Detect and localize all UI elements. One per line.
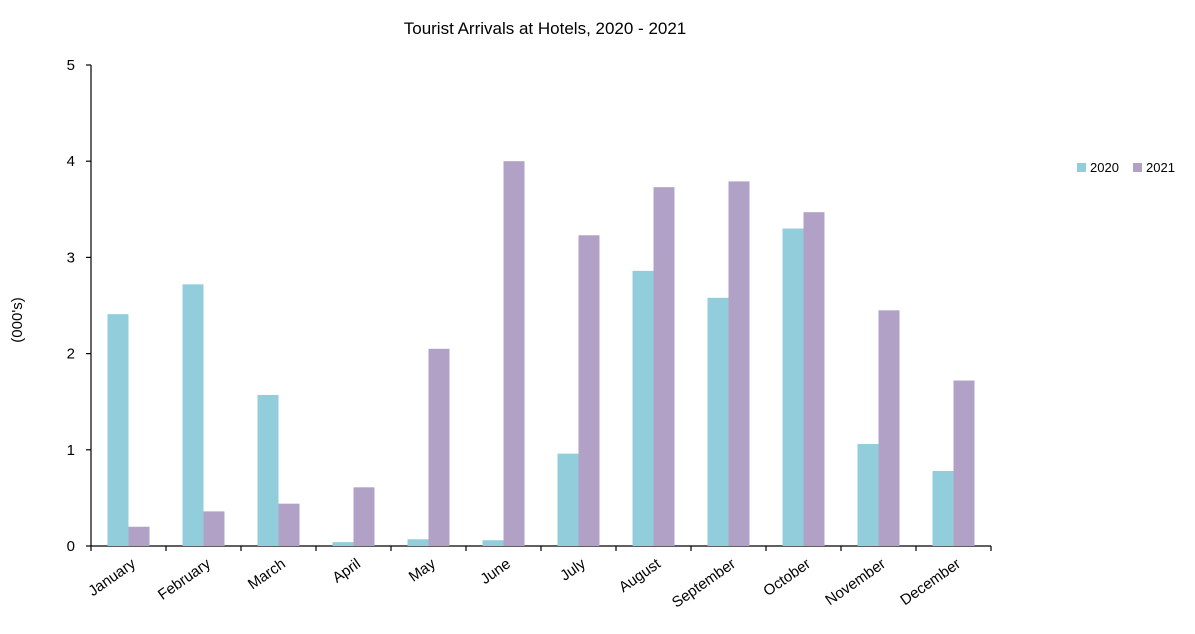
bar-2020-october (782, 228, 804, 547)
x-tick-label: December (897, 555, 963, 609)
bar-2021-june (503, 161, 525, 546)
bar-2020-january (107, 314, 129, 546)
y-axis-label: (000's) (9, 297, 26, 342)
x-tick-label: September (669, 555, 739, 611)
x-tick-label: March (245, 555, 289, 593)
bar-2021-march (278, 503, 300, 546)
y-tick-label: 0 (67, 538, 75, 555)
bar-2020-november (857, 444, 879, 546)
legend-swatch-2021 (1133, 163, 1142, 172)
bar-2020-may (407, 539, 429, 546)
y-tick-label: 2 (67, 346, 75, 363)
y-tick-label: 3 (67, 249, 75, 266)
y-tick-label: 4 (67, 153, 75, 170)
legend: 2020 2021 (1077, 160, 1175, 175)
legend-label-2020: 2020 (1090, 160, 1119, 175)
chart-title: Tourist Arrivals at Hotels, 2020 - 2021 (404, 19, 687, 38)
bar-2020-december (932, 470, 954, 546)
bar-2020-february (182, 284, 204, 546)
x-tick-label: January (85, 555, 139, 600)
bar-2020-march (257, 394, 279, 546)
bar-2021-september (728, 181, 750, 547)
bar-2021-august (653, 187, 675, 546)
bar-2021-november (878, 310, 900, 546)
bar-2020-august (632, 270, 654, 546)
y-tick-label: 5 (67, 57, 75, 74)
bar-2021-february (203, 511, 225, 546)
bar-2020-june (482, 540, 504, 546)
bar-2020-july (557, 453, 579, 546)
x-tick-label: April (329, 555, 363, 586)
bar-2020-april (332, 542, 354, 546)
y-tick-label: 1 (67, 442, 75, 459)
bar-2021-december (953, 380, 975, 546)
bar-2020-september (707, 297, 729, 546)
x-tick-label: July (557, 555, 589, 585)
x-tick-label: November (822, 555, 888, 609)
bar-2021-october (803, 212, 825, 546)
x-tick-label: October (760, 555, 813, 600)
bar-2021-july (578, 235, 600, 547)
legend-label-2021: 2021 (1146, 160, 1175, 175)
bar-2021-may (428, 348, 450, 546)
bar-2021-april (353, 487, 375, 546)
plot-area: 0 1 2 3 4 5 January February March April May June Ju… (67, 57, 992, 611)
x-tick-label: May (406, 555, 439, 585)
bar-2021-january (128, 526, 150, 546)
x-tick-label: June (477, 555, 513, 588)
x-tick-label: August (616, 555, 665, 596)
x-tick-label: February (155, 555, 214, 604)
legend-swatch-2020 (1077, 163, 1086, 172)
